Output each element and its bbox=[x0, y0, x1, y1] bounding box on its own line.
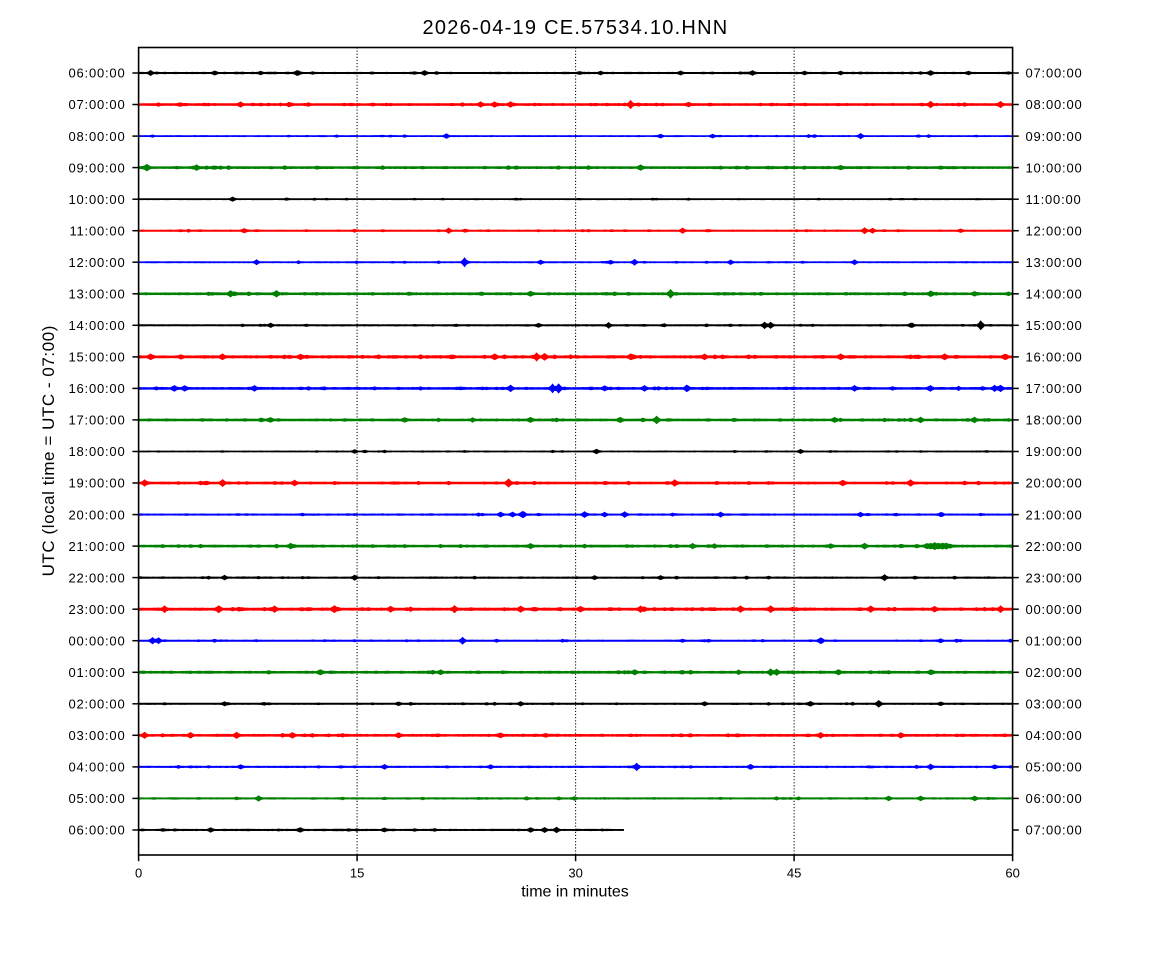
svg-text:10:00:00: 10:00:00 bbox=[68, 192, 125, 207]
svg-text:09:00:00: 09:00:00 bbox=[68, 160, 125, 175]
svg-text:08:00:00: 08:00:00 bbox=[68, 129, 125, 144]
svg-text:UTC (local time = UTC - 07:00): UTC (local time = UTC - 07:00) bbox=[39, 325, 58, 576]
svg-text:21:00:00: 21:00:00 bbox=[68, 539, 125, 554]
svg-text:30: 30 bbox=[568, 865, 582, 880]
svg-text:13:00:00: 13:00:00 bbox=[1026, 255, 1083, 270]
svg-text:18:00:00: 18:00:00 bbox=[68, 444, 125, 459]
svg-text:05:00:00: 05:00:00 bbox=[1026, 760, 1083, 775]
svg-text:19:00:00: 19:00:00 bbox=[1026, 444, 1083, 459]
svg-text:12:00:00: 12:00:00 bbox=[68, 255, 125, 270]
svg-text:04:00:00: 04:00:00 bbox=[68, 760, 125, 775]
svg-text:00:00:00: 00:00:00 bbox=[68, 633, 125, 648]
svg-text:11:00:00: 11:00:00 bbox=[1026, 192, 1082, 207]
svg-text:05:00:00: 05:00:00 bbox=[68, 791, 125, 806]
svg-text:02:00:00: 02:00:00 bbox=[68, 697, 125, 712]
svg-text:14:00:00: 14:00:00 bbox=[68, 318, 125, 333]
svg-text:15:00:00: 15:00:00 bbox=[1026, 318, 1083, 333]
svg-text:20:00:00: 20:00:00 bbox=[1026, 476, 1083, 491]
svg-text:16:00:00: 16:00:00 bbox=[68, 381, 125, 396]
svg-text:2026-04-19 CE.57534.10.HNN: 2026-04-19 CE.57534.10.HNN bbox=[422, 17, 728, 39]
svg-text:08:00:00: 08:00:00 bbox=[1026, 97, 1083, 112]
svg-text:06:00:00: 06:00:00 bbox=[68, 823, 125, 838]
svg-text:01:00:00: 01:00:00 bbox=[1026, 633, 1083, 648]
svg-text:13:00:00: 13:00:00 bbox=[68, 287, 125, 302]
svg-text:03:00:00: 03:00:00 bbox=[1026, 697, 1083, 712]
svg-text:04:00:00: 04:00:00 bbox=[1026, 728, 1083, 743]
svg-text:17:00:00: 17:00:00 bbox=[1026, 381, 1083, 396]
svg-text:10:00:00: 10:00:00 bbox=[1026, 160, 1083, 175]
svg-text:time in minutes: time in minutes bbox=[521, 884, 629, 901]
svg-text:03:00:00: 03:00:00 bbox=[68, 728, 125, 743]
svg-text:23:00:00: 23:00:00 bbox=[1026, 570, 1083, 585]
svg-text:12:00:00: 12:00:00 bbox=[1026, 223, 1083, 238]
svg-text:01:00:00: 01:00:00 bbox=[68, 665, 125, 680]
svg-text:06:00:00: 06:00:00 bbox=[68, 66, 125, 81]
svg-text:22:00:00: 22:00:00 bbox=[68, 570, 125, 585]
svg-text:11:00:00: 11:00:00 bbox=[69, 223, 125, 238]
svg-text:15: 15 bbox=[350, 865, 364, 880]
svg-text:07:00:00: 07:00:00 bbox=[1026, 66, 1083, 81]
svg-text:02:00:00: 02:00:00 bbox=[1026, 665, 1083, 680]
svg-text:00:00:00: 00:00:00 bbox=[1026, 602, 1083, 617]
svg-text:22:00:00: 22:00:00 bbox=[1026, 539, 1083, 554]
svg-text:23:00:00: 23:00:00 bbox=[68, 602, 125, 617]
svg-text:45: 45 bbox=[787, 865, 801, 880]
svg-text:0: 0 bbox=[135, 865, 142, 880]
svg-text:20:00:00: 20:00:00 bbox=[68, 507, 125, 522]
svg-text:07:00:00: 07:00:00 bbox=[1026, 823, 1083, 838]
svg-text:06:00:00: 06:00:00 bbox=[1026, 791, 1083, 806]
svg-text:15:00:00: 15:00:00 bbox=[68, 350, 125, 365]
svg-text:18:00:00: 18:00:00 bbox=[1026, 413, 1083, 428]
svg-text:19:00:00: 19:00:00 bbox=[68, 476, 125, 491]
svg-text:09:00:00: 09:00:00 bbox=[1026, 129, 1083, 144]
svg-text:16:00:00: 16:00:00 bbox=[1026, 350, 1083, 365]
svg-text:07:00:00: 07:00:00 bbox=[68, 97, 125, 112]
svg-text:17:00:00: 17:00:00 bbox=[68, 413, 125, 428]
svg-text:21:00:00: 21:00:00 bbox=[1026, 507, 1083, 522]
svg-text:14:00:00: 14:00:00 bbox=[1026, 287, 1083, 302]
svg-text:60: 60 bbox=[1005, 865, 1019, 880]
